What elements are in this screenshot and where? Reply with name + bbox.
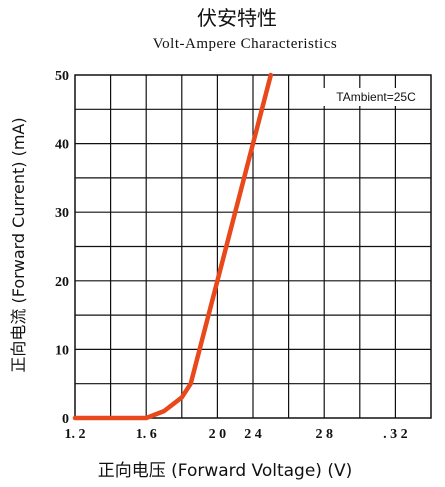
y-tick-label: 30 <box>55 206 69 221</box>
chart-title: 伏安特性 <box>197 6 277 30</box>
x-tick-label: . 3 2 <box>383 427 408 442</box>
y-axis-label: 正向电流 (Forward Current) (mA) <box>9 117 28 372</box>
x-axis-label: 正向电压 (Forward Voltage) (V) <box>98 461 353 481</box>
x-tick-label: 2 8 <box>315 427 333 442</box>
chart-subtitle: Volt-Ampere Characteristics <box>153 36 337 52</box>
ambient-temperature-annotation: TAmbient=25C <box>336 90 416 104</box>
y-axis: 0 10 20 30 40 50 <box>55 69 69 427</box>
y-tick-label: 40 <box>55 138 69 153</box>
annotation-background <box>323 88 429 106</box>
y-tick-label: 20 <box>55 275 69 290</box>
x-axis: 1. 2 1. 6 2 0 2 4 2 8 . 3 2 <box>65 427 408 442</box>
x-tick-label: 1. 6 <box>136 427 157 442</box>
x-tick-label: 2 0 <box>209 427 227 442</box>
series <box>72 72 274 421</box>
y-tick-label: 10 <box>55 343 69 358</box>
plot-frame <box>74 74 432 419</box>
x-tick-label: 1. 2 <box>65 427 86 442</box>
y-tick-label: 50 <box>55 69 69 84</box>
y-tick-label: 0 <box>62 412 69 427</box>
forward-current-curve <box>72 72 274 421</box>
grid <box>75 75 431 418</box>
x-tick-label: 2 4 <box>244 427 262 442</box>
